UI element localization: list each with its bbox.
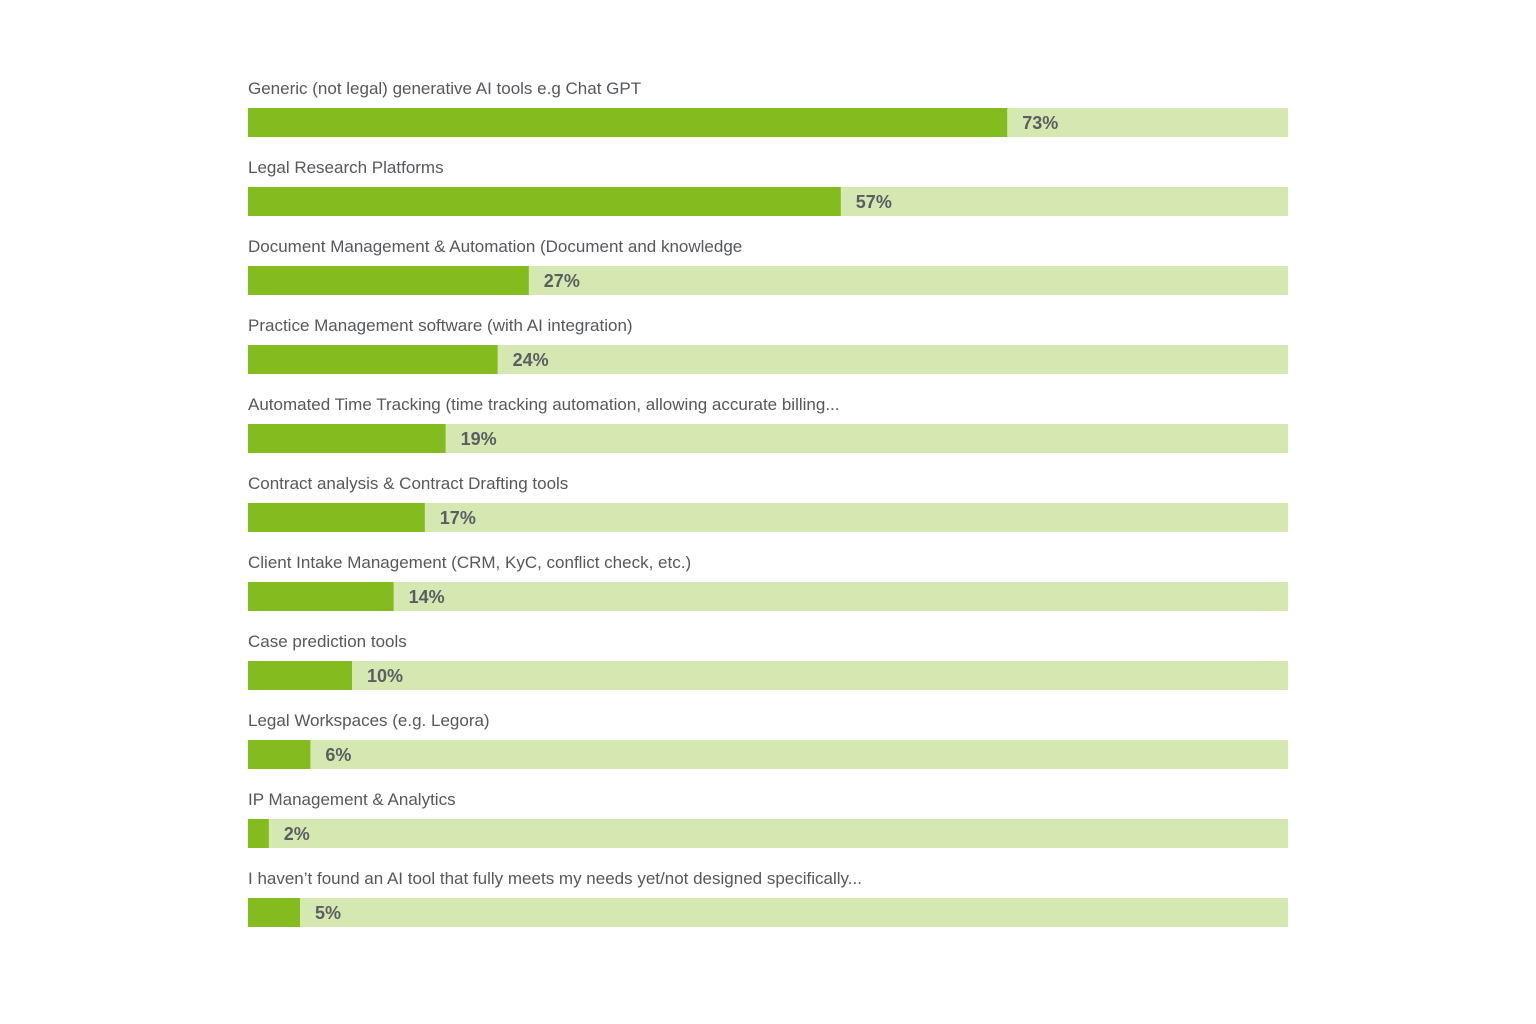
value-label: 27%: [544, 271, 580, 291]
category-label: IP Management & Analytics: [248, 790, 456, 809]
bar-row: Practice Management software (with AI in…: [248, 316, 1288, 374]
value-label: 19%: [461, 429, 497, 449]
bar: [248, 898, 300, 927]
bar: [248, 424, 446, 453]
bar-row: IP Management & Analytics 2%: [248, 790, 1288, 848]
category-label: Legal Workspaces (e.g. Legora): [248, 711, 490, 730]
bar-row: Case prediction tools 10%: [248, 632, 1288, 690]
chart-rows: Generic (not legal) generative AI tools …: [248, 79, 1288, 927]
category-label: I haven’t found an AI tool that fully me…: [248, 869, 862, 888]
bar: [248, 819, 269, 848]
bar-row: Generic (not legal) generative AI tools …: [248, 79, 1288, 137]
category-label: Client Intake Management (CRM, KyC, conf…: [248, 553, 691, 572]
category-label: Document Management & Automation (Docume…: [248, 237, 742, 256]
value-label: 17%: [440, 508, 476, 528]
category-label: Case prediction tools: [248, 632, 407, 651]
bar-row: Client Intake Management (CRM, KyC, conf…: [248, 553, 1288, 611]
bar-row: Legal Research Platforms 57%: [248, 158, 1288, 216]
value-label: 24%: [513, 350, 549, 370]
bar: [248, 740, 311, 769]
bar: [248, 108, 1008, 137]
bar-track: [248, 661, 1288, 690]
category-label: Practice Management software (with AI in…: [248, 316, 633, 335]
bar-row: Legal Workspaces (e.g. Legora) 6%: [248, 711, 1288, 769]
category-label: Generic (not legal) generative AI tools …: [248, 79, 641, 98]
category-label: Legal Research Platforms: [248, 158, 444, 177]
bar-row: I haven’t found an AI tool that fully me…: [248, 869, 1288, 927]
bar: [248, 345, 498, 374]
value-label: 6%: [325, 745, 351, 765]
bar-track: [248, 582, 1288, 611]
bar: [248, 266, 529, 295]
value-label: 73%: [1022, 113, 1058, 133]
category-label: Contract analysis & Contract Drafting to…: [248, 474, 568, 493]
value-label: 2%: [284, 824, 310, 844]
bar-track: [248, 819, 1288, 848]
bar-track: [248, 898, 1288, 927]
bar: [248, 582, 394, 611]
bar: [248, 503, 425, 532]
value-label: 57%: [856, 192, 892, 212]
bar-row: Document Management & Automation (Docume…: [248, 237, 1288, 295]
bar-row: Automated Time Tracking (time tracking a…: [248, 395, 1288, 453]
value-label: 5%: [315, 903, 341, 923]
category-label: Automated Time Tracking (time tracking a…: [248, 395, 840, 414]
bar: [248, 661, 352, 690]
bar: [248, 187, 841, 216]
value-label: 14%: [409, 587, 445, 607]
value-label: 10%: [367, 666, 403, 686]
bar-track: [248, 740, 1288, 769]
bar-row: Contract analysis & Contract Drafting to…: [248, 474, 1288, 532]
